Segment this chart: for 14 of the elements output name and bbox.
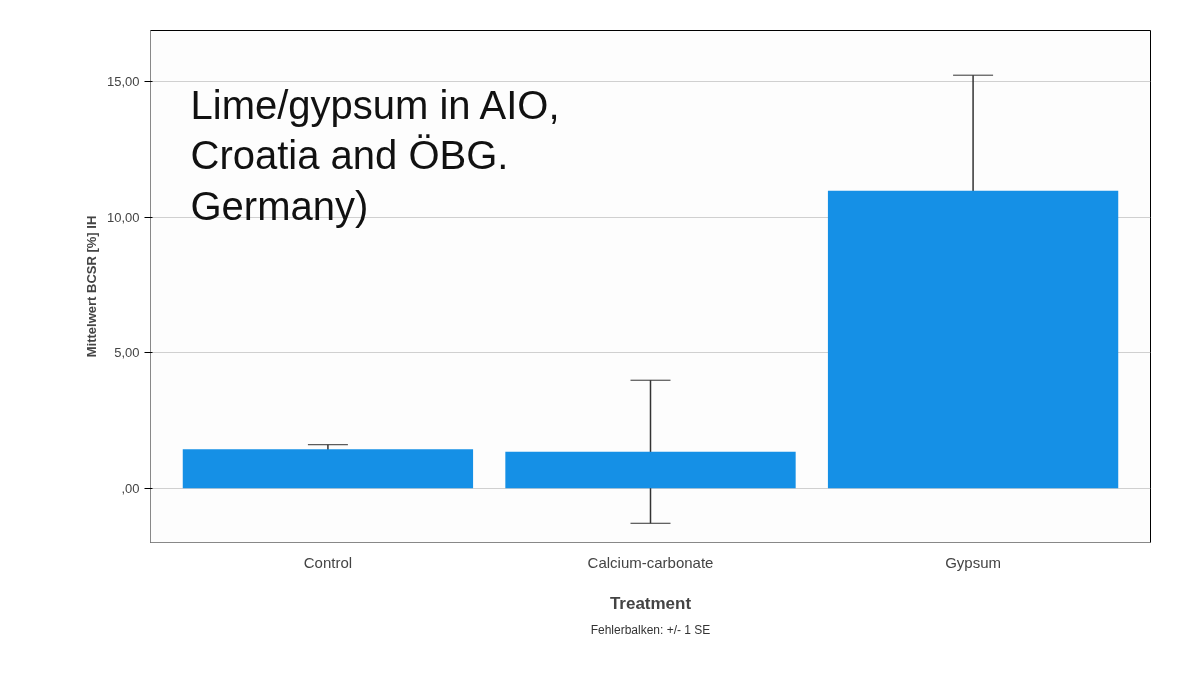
y-tick-label: 5,00 [114,345,140,361]
bar [182,449,474,489]
y-axis-title: Mittelwert BCSR [%] IH [83,215,99,358]
x-axis-title: Treatment [609,593,692,613]
x-tick-label: Gypsum [945,553,1002,571]
y-tick-label: ,00 [121,480,140,496]
y-tick-label: 15,00 [106,74,140,90]
x-tick-label: Calcium-carbonate [587,553,714,571]
bar [505,451,796,489]
text: Fehlerbalken: +/- 1 SE [590,622,711,637]
x-tick-label: Control [303,553,353,571]
annotation: Lime/gypsum in AIO, Croatia and ÖBG. Germany) [190,82,560,228]
bar [827,190,1119,489]
y-tick-label: 10,00 [106,209,140,225]
